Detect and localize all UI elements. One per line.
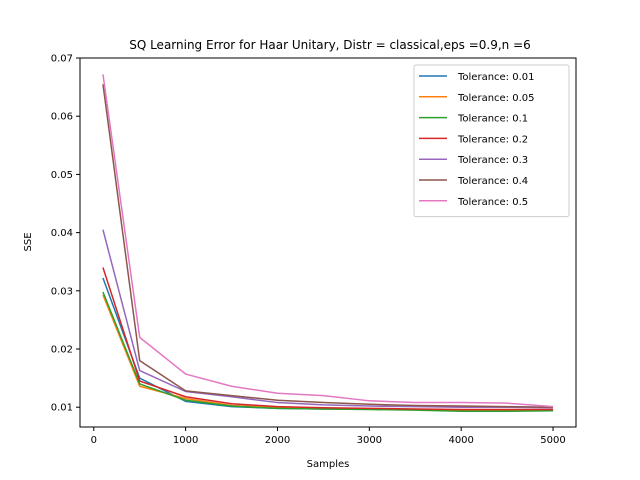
legend-label: Tolerance: 0.4 (457, 176, 528, 187)
legend-label: Tolerance: 0.5 (457, 197, 528, 208)
series-line-3 (102, 291, 554, 413)
x-axis-label: Samples (307, 459, 350, 470)
series-layer (102, 74, 554, 413)
y-tick-label: 0.04 (51, 228, 73, 239)
chart-title: SQ Learning Error for Haar Unitary, Dist… (129, 38, 531, 52)
x-tick-label: 0 (91, 435, 97, 446)
series-line-7 (102, 74, 554, 408)
y-tick-label: 0.01 (51, 403, 73, 414)
y-tick-label: 0.02 (51, 345, 73, 356)
y-axis: 0.01 0.02 0.03 0.04 0.05 0.06 0.07 (51, 54, 80, 414)
y-tick-label: 0.07 (51, 54, 73, 65)
x-tick-label: 5000 (540, 435, 565, 446)
series-line-4 (102, 267, 554, 411)
x-tick-label: 4000 (448, 435, 473, 446)
y-axis-label: SSE (23, 232, 34, 251)
axes-frame (79, 57, 577, 428)
legend: Tolerance: 0.01 Tolerance: 0.05 Tolerance:… (413, 64, 570, 218)
y-tick-label: 0.03 (51, 286, 73, 297)
legend-label: Tolerance: 0.2 (457, 134, 528, 145)
x-tick-label: 2000 (265, 435, 290, 446)
y-tick-label: 0.05 (51, 170, 73, 181)
y-tick-label: 0.06 (51, 112, 73, 123)
x-tick-label: 3000 (357, 435, 382, 446)
legend-box (413, 64, 570, 218)
series-line-5 (102, 229, 554, 409)
x-axis: 0 1000 2000 3000 4000 5000 (91, 427, 566, 446)
legend-label: Tolerance: 0.3 (457, 155, 528, 166)
series-line-6 (102, 84, 554, 408)
legend-label: Tolerance: 0.05 (457, 93, 535, 104)
x-tick-label: 1000 (173, 435, 198, 446)
legend-label: Tolerance: 0.01 (457, 72, 535, 83)
legend-label: Tolerance: 0.1 (457, 114, 528, 125)
